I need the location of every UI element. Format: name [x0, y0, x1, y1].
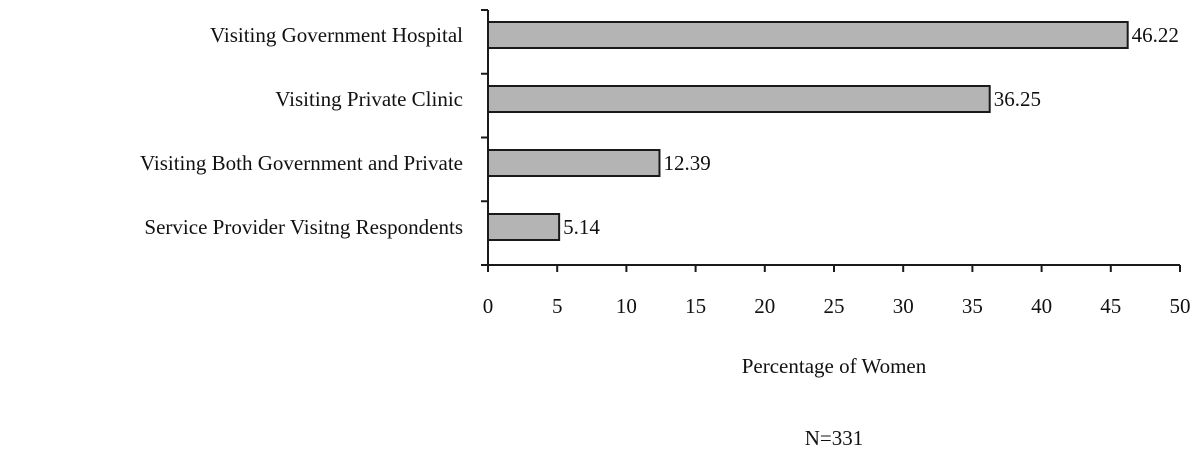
category-label: Visiting Government Hospital	[210, 23, 463, 47]
data-labels: 46.22 36.25 12.39 5.14	[563, 23, 1179, 239]
data-label: 12.39	[663, 151, 710, 175]
x-tick-label: 40	[1031, 294, 1052, 318]
bar	[487, 21, 1129, 49]
bar	[487, 149, 661, 177]
x-tick-label: 45	[1100, 294, 1121, 318]
axis-layer	[481, 9, 1181, 272]
data-label: 46.22	[1132, 23, 1179, 47]
x-tick-label: 0	[483, 294, 494, 318]
x-tick-label: 20	[754, 294, 775, 318]
bars-layer	[487, 21, 1129, 241]
x-axis-title: Percentage of Women	[742, 354, 927, 378]
x-tick-label: 50	[1170, 294, 1191, 318]
x-tick-label: 35	[962, 294, 983, 318]
category-label: Service Provider Visitng Respondents	[144, 215, 463, 239]
x-tick-label: 30	[893, 294, 914, 318]
x-tick-label: 25	[824, 294, 845, 318]
x-tick-label: 15	[685, 294, 706, 318]
x-tick-label: 10	[616, 294, 637, 318]
bar	[487, 213, 561, 241]
x-tick-label: 5	[552, 294, 563, 318]
category-label: Visiting Private Clinic	[275, 87, 463, 111]
bar	[487, 85, 991, 113]
category-labels: Visiting Government Hospital Visiting Pri…	[140, 23, 463, 239]
data-label: 5.14	[563, 215, 600, 239]
sample-size-note: N=331	[805, 426, 864, 450]
data-label: 36.25	[994, 87, 1041, 111]
category-label: Visiting Both Government and Private	[140, 151, 463, 175]
x-tick-labels: 0 5 10 15 20 25 30 35 40 45 50	[483, 294, 1191, 318]
